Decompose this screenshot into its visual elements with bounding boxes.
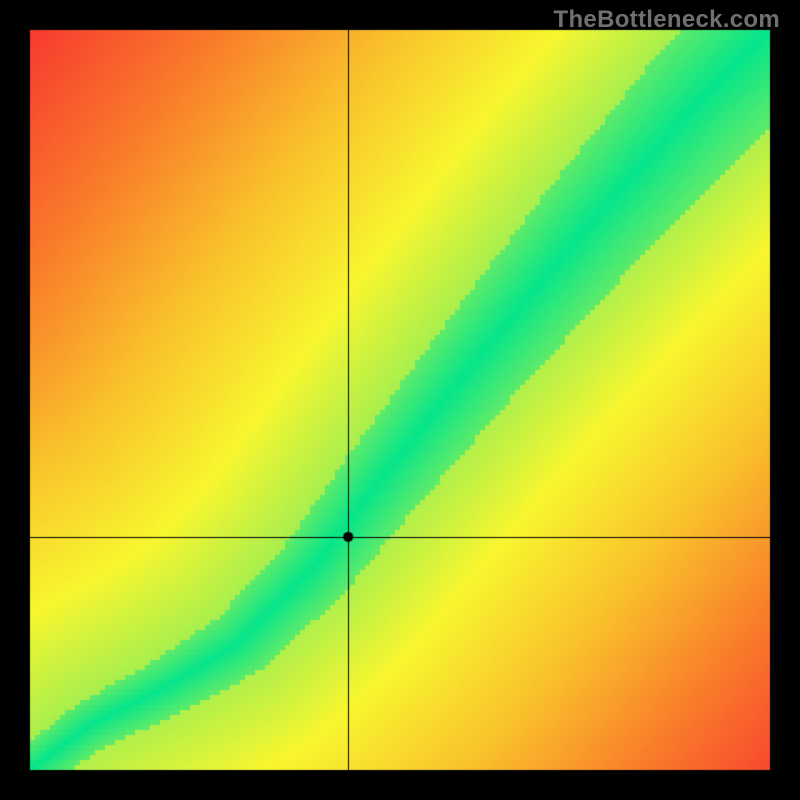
bottleneck-heatmap: [0, 0, 800, 800]
watermark: TheBottleneck.com: [554, 6, 780, 34]
chart-container: TheBottleneck.com: [0, 0, 800, 800]
